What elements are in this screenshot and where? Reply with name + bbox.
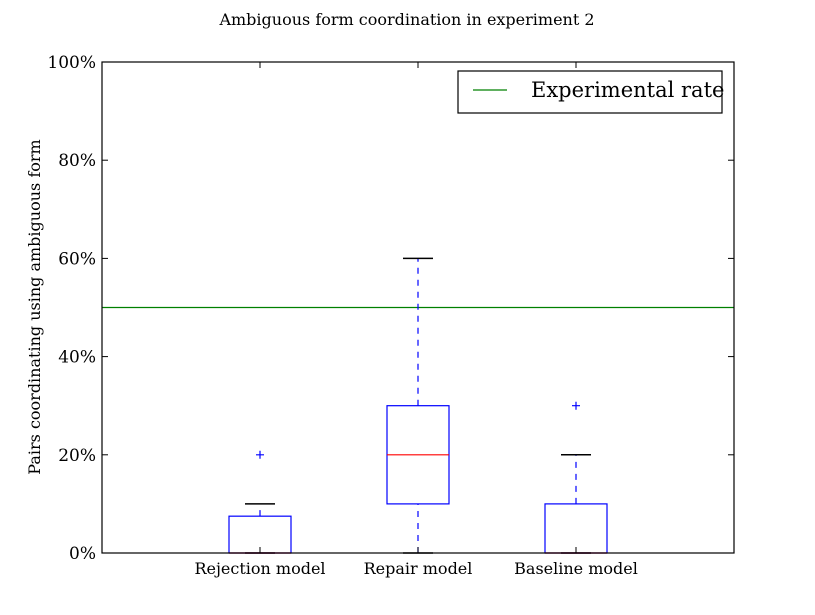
legend: Experimental rate [457,70,724,114]
y-tick-label: 100% [47,53,96,73]
chart-title: Ambiguous form coordination in experimen… [218,10,594,29]
box-2 [386,257,450,554]
x-tick-label: Repair model [364,559,473,578]
box-3 [544,401,608,554]
y-axis-label: Pairs coordinating using ambiguous form [25,139,44,474]
y-tick-label: 0% [69,544,96,564]
y-tick-label: 60% [58,249,96,269]
y-tick-label: 20% [58,446,96,466]
outlier-marker [256,450,264,459]
box-iqr [544,503,608,554]
y-tick-label: 40% [58,348,96,368]
x-tick-label: Baseline model [514,559,638,578]
legend-frame [457,70,723,114]
box-1 [228,450,292,554]
outlier-marker [572,401,580,410]
legend-label-experimental-rate: Experimental rate [531,78,724,102]
plot-area: 0% 20% 40% 60% 80% 100% Rejection model Repair … [47,53,735,578]
x-tick-label: Rejection model [194,559,325,578]
y-tick-label: 80% [58,151,96,171]
